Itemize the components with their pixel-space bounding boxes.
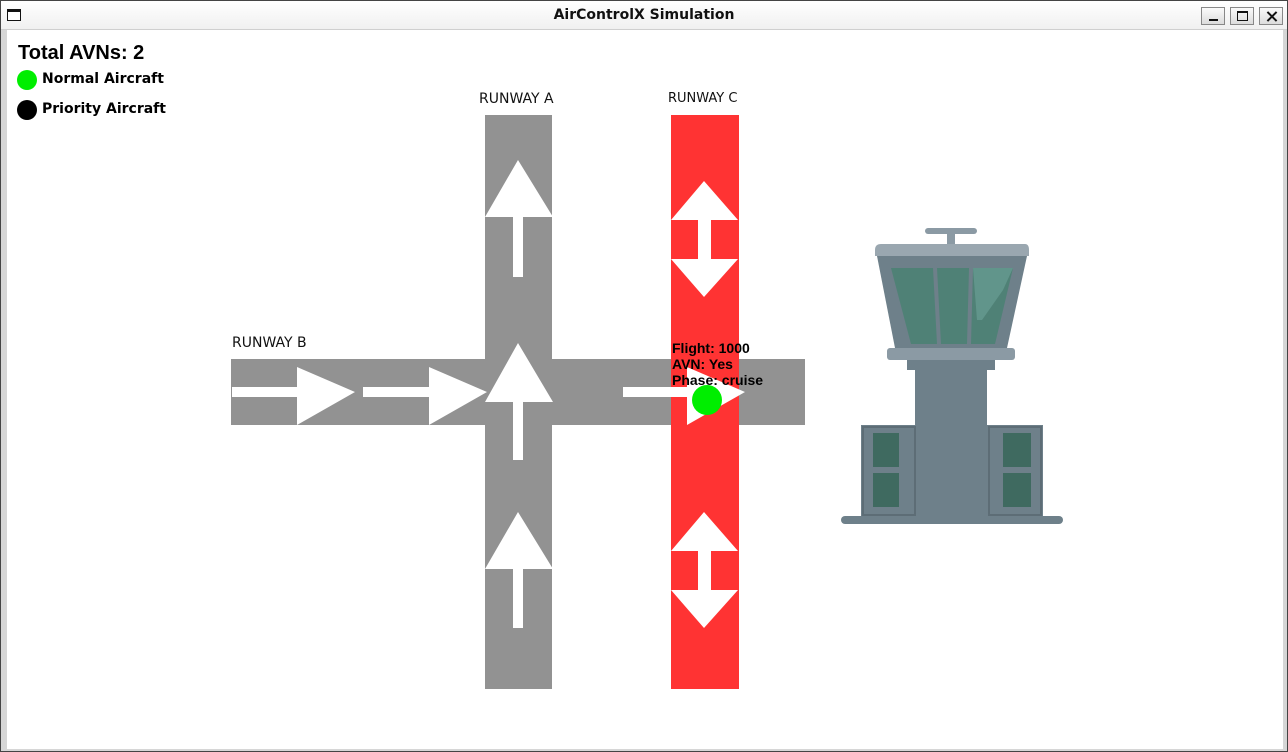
airport-scene xyxy=(231,115,1063,689)
runway-a-arrows xyxy=(485,160,553,628)
arrow-icon xyxy=(671,181,738,297)
flight-number: Flight: 1000 xyxy=(672,340,750,356)
arrow-icon xyxy=(485,512,553,628)
maximize-icon xyxy=(1237,11,1248,21)
arrow-icon xyxy=(363,367,487,425)
window-menu-icon[interactable] xyxy=(7,9,21,21)
arrow-icon xyxy=(485,343,553,460)
title-bar[interactable]: AirControlX Simulation xyxy=(1,1,1287,30)
flight-info: Flight: 1000 AVN: Yes Phase: cruise xyxy=(672,340,763,388)
minimize-icon xyxy=(1209,19,1218,21)
close-button[interactable] xyxy=(1259,7,1283,25)
simulation-canvas[interactable]: Total AVNs: 2 Normal Aircraft Priority A… xyxy=(7,30,1283,749)
window-title: AirControlX Simulation xyxy=(553,7,735,23)
runway-b-arrows xyxy=(232,367,745,425)
minimize-button[interactable] xyxy=(1201,7,1225,25)
legend-priority-label: Priority Aircraft xyxy=(42,101,166,117)
flight-avn: AVN: Yes xyxy=(672,356,733,372)
arrow-icon xyxy=(623,367,745,425)
arrow-icon xyxy=(671,512,738,628)
maximize-button[interactable] xyxy=(1230,7,1254,25)
runway-b-label: RUNWAY B xyxy=(232,335,307,351)
priority-aircraft-dot xyxy=(17,100,37,120)
arrow-icon xyxy=(232,367,355,425)
runway-c-arrows xyxy=(671,181,738,628)
aircraft-normal[interactable] xyxy=(692,385,722,415)
runway-c-label: RUNWAY C xyxy=(668,91,738,106)
legend-normal-label: Normal Aircraft xyxy=(42,71,164,87)
control-tower-icon xyxy=(841,228,1063,524)
normal-aircraft-dot xyxy=(17,70,37,90)
arrow-icon xyxy=(485,160,553,277)
flight-phase: Phase: cruise xyxy=(672,372,764,388)
total-avns: Total AVNs: 2 xyxy=(18,42,145,64)
runway-a-label: RUNWAY A xyxy=(479,91,554,107)
